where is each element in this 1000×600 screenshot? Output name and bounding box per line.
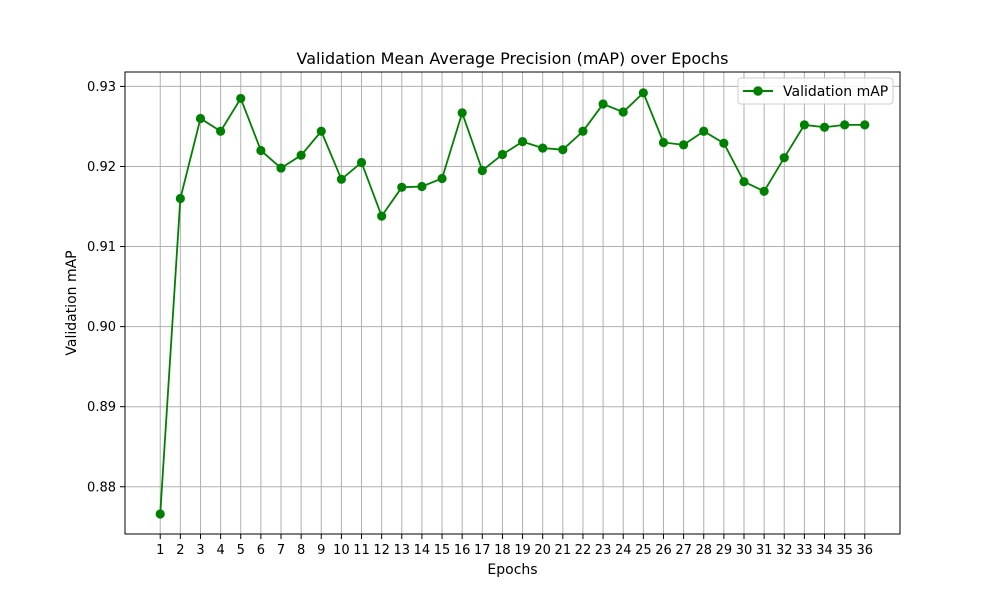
data-point [860,120,870,130]
x-tick-label: 32 [776,543,793,558]
data-point [558,145,568,155]
x-tick-label: 22 [575,543,592,558]
data-point [477,165,487,176]
x-tick-label: 3 [196,543,204,558]
x-tick-label: 35 [836,543,853,558]
data-point [377,211,387,221]
x-tick-label: 20 [534,543,551,558]
data-point [779,153,789,163]
data-point [598,99,608,109]
x-tick-label: 1 [156,543,164,558]
data-point [819,122,830,132]
data-point [457,108,467,118]
y-tick-label: 0.92 [87,160,116,175]
y-tick-label: 0.88 [87,480,116,495]
data-point [256,145,266,156]
data-point [276,163,286,173]
data-point [175,193,185,204]
x-tick-label: 16 [454,543,471,558]
axis-ticks: 1 2 3 4 5 6 7 8 9 10 11 12 13 14 15 16 17 18 19 20 21 22 23 24 2… [87,80,873,558]
x-tick-label: 31 [756,543,773,558]
x-tick-label: 7 [277,543,285,558]
data-point [316,126,326,136]
y-axis-label: Validation mAP [64,250,80,355]
y-tick-label: 0.90 [87,320,116,335]
data-point [497,149,508,160]
data-point [296,150,306,160]
data-point [216,126,226,136]
data-point [195,113,206,124]
data-point [517,137,528,147]
legend: Validation mAP [737,77,894,105]
x-tick-label: 10 [333,543,350,558]
x-tick-label: 23 [595,543,612,558]
data-point [739,177,749,187]
x-tick-label: 25 [635,543,652,558]
x-tick-label: 6 [257,543,265,558]
x-tick-label: 9 [317,543,325,558]
x-tick-label: 14 [414,543,431,558]
x-tick-label: 19 [514,543,531,558]
x-tick-label: 13 [394,543,411,558]
x-tick-label: 34 [816,543,833,558]
x-tick-label: 24 [615,543,632,558]
x-tick-label: 18 [494,543,511,558]
series-layer [155,88,870,519]
y-tick-label: 0.89 [87,400,116,415]
chart-title: Validation Mean Average Precision (mAP) … [297,49,729,68]
x-tick-label: 4 [216,543,224,558]
data-point [538,143,548,153]
x-tick-label: 28 [695,543,712,558]
x-tick-label: 15 [434,543,451,558]
data-point [155,509,165,519]
y-tick-label: 0.93 [87,80,116,95]
x-tick-label: 21 [555,543,572,558]
x-tick-label: 2 [176,543,184,558]
x-tick-label: 12 [373,543,390,558]
data-point [356,157,367,168]
x-tick-label: 30 [736,543,753,558]
x-tick-label: 29 [716,543,733,558]
data-point [236,93,246,104]
y-tick-label: 0.91 [87,240,116,255]
data-point [679,140,689,150]
data-point [658,137,669,148]
data-point [719,138,729,148]
x-tick-label: 27 [675,543,692,558]
x-tick-label: 26 [655,543,672,558]
data-point [336,174,346,184]
data-point [618,107,628,117]
data-point [840,120,850,130]
data-point [759,186,769,196]
data-point [699,126,709,136]
legend-box [737,77,894,105]
data-point [578,126,588,136]
data-point [417,181,427,192]
data-point [437,173,447,184]
data-point [397,182,407,192]
x-tick-label: 17 [474,543,491,558]
data-point [638,88,648,98]
x-tick-label: 36 [856,543,873,558]
legend-marker [753,86,763,96]
x-tick-label: 11 [353,543,370,558]
x-axis-label: Epochs [487,562,537,578]
x-tick-label: 33 [796,543,813,558]
x-tick-label: 8 [297,543,305,558]
x-tick-label: 5 [237,543,245,558]
legend-label: Validation mAP [783,84,888,100]
data-point [799,120,809,130]
plot-frame [124,71,901,535]
